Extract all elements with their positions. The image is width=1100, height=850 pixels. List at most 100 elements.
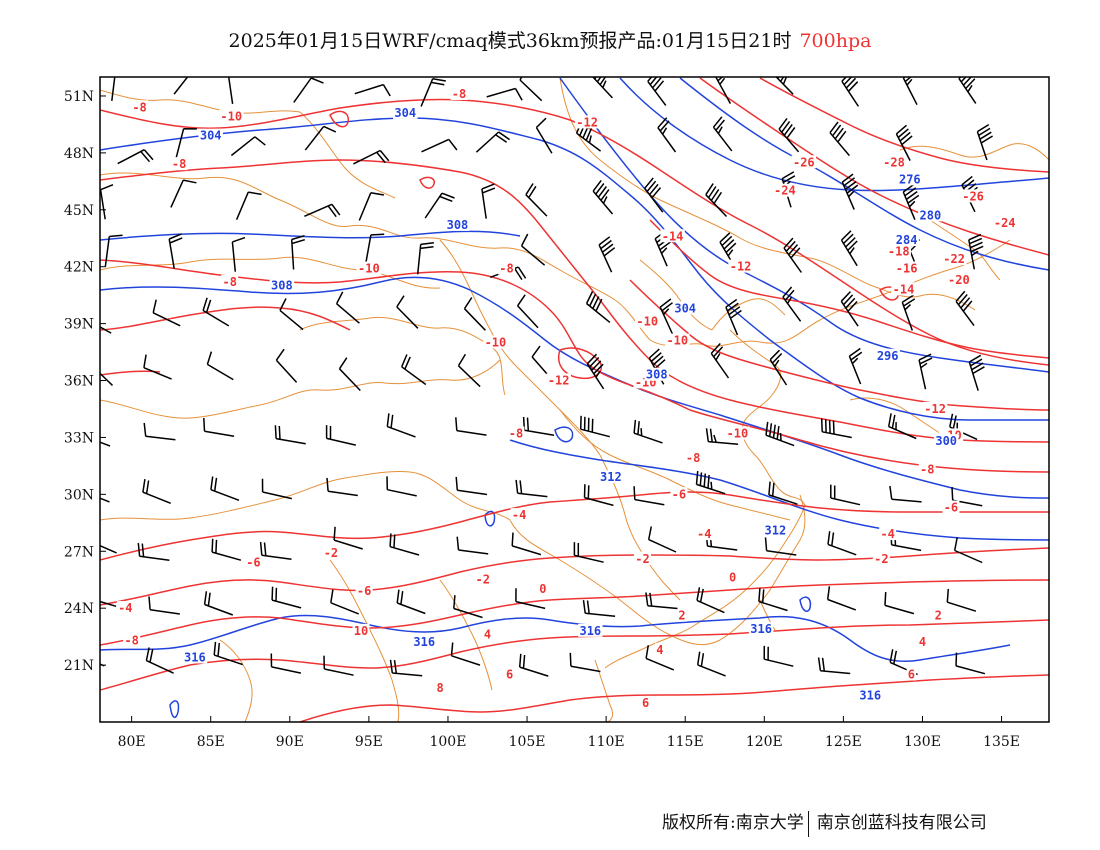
label-backing (450, 86, 468, 100)
label-backing (933, 434, 959, 448)
temperature-label: -10 (727, 427, 749, 441)
wind-barb (100, 184, 114, 220)
temperature-label: -6 (944, 501, 958, 515)
wind-barb (143, 354, 172, 380)
wind-barb (840, 230, 858, 267)
wind-barb (955, 652, 986, 675)
lat-tick-label: 24N (64, 601, 94, 617)
height-label: 316 (859, 688, 881, 702)
label-backing (483, 335, 508, 349)
label-backing (894, 261, 919, 275)
label-backing (116, 601, 134, 615)
height-label: 316 (750, 622, 772, 636)
wind-barb (457, 353, 481, 388)
latitude-axis: 21N 24N 27N 30N 33N 36N 39N 42N 45N 48N 51N (64, 89, 106, 674)
wind-barb (203, 417, 235, 438)
temperature-labels: -8-10-8-8-12-26 -28-24 -26-24-14-18-22-16-… (116, 86, 1017, 710)
height-label: 308 (271, 279, 293, 293)
wind-barb (293, 77, 324, 103)
wind-barb (712, 116, 733, 152)
wind-barb (949, 413, 978, 441)
wind-barb (456, 536, 489, 555)
wind-barb (976, 123, 993, 161)
label-backing (538, 582, 548, 596)
wind-barb (455, 417, 487, 436)
temperature-label: -8 (222, 275, 236, 289)
wind-barb (840, 291, 859, 327)
wind-barb (582, 600, 616, 618)
title-pressure-level: 700hpa (799, 30, 872, 52)
wind-barb (585, 291, 611, 323)
label-backing (504, 667, 515, 681)
wind-barb (535, 117, 553, 154)
height-label: 284 (896, 233, 918, 247)
temperature-label: -28 (883, 155, 905, 169)
height-label: 276 (899, 172, 921, 186)
height-label: 304 (674, 301, 696, 315)
wind-barb (647, 526, 677, 553)
wind-barb (203, 591, 234, 616)
geopotential-height-contours (100, 77, 1049, 719)
wind-barb (644, 177, 664, 213)
map-title: 2025年01月15日WRF/cmaq模式36km预报产品:01月15日21时 7… (0, 26, 1100, 53)
label-backing (411, 635, 437, 649)
lon-tick-label: 80E (118, 734, 146, 750)
wind-barb (783, 237, 803, 273)
wind-barb (579, 415, 610, 438)
wind-barb (386, 413, 416, 438)
label-backing (170, 157, 188, 171)
wind-barb (333, 526, 363, 550)
label-backing (897, 172, 923, 186)
wind-barb (330, 589, 359, 615)
label-backing (244, 555, 262, 569)
label-backing (748, 621, 774, 635)
wind-barb (175, 127, 197, 158)
label-backing (875, 348, 900, 362)
label-backing (725, 426, 750, 440)
label-backing (946, 272, 972, 286)
wind-barb (396, 295, 419, 329)
label-backing (507, 426, 525, 440)
wind-barb (647, 77, 667, 106)
height-labels: 3043042762802843083083042963083003123123… (182, 105, 959, 702)
wind-barb (511, 532, 542, 556)
wind-barb (450, 642, 481, 666)
temperature-label: 0 (539, 582, 546, 596)
lat-tick-label: 48N (64, 146, 94, 162)
wind-barb (775, 77, 794, 95)
wind-barb (710, 342, 730, 379)
temperature-label: -6 (246, 556, 260, 570)
height-label: 304 (394, 106, 416, 120)
label-backing (894, 233, 919, 247)
wind-barb (420, 77, 446, 107)
height-label: 316 (579, 624, 601, 638)
temperature-label: -12 (730, 260, 752, 274)
lat-tick-label: 39N (64, 317, 94, 333)
wind-barb (230, 136, 266, 157)
label-backing (960, 189, 986, 203)
temperature-label: -26 (962, 189, 984, 203)
wind-barb (100, 600, 117, 608)
wind-barb (335, 291, 360, 324)
lon-tick-label: 120E (746, 734, 783, 750)
temperature-label: -10 (220, 110, 242, 124)
temperature-label: 4 (484, 628, 491, 642)
temperature-label: -8 (172, 157, 186, 171)
lon-tick-label: 95E (355, 734, 383, 750)
wind-barb (901, 294, 916, 331)
wind-barb (424, 192, 455, 219)
label-backing (123, 633, 141, 647)
wind-barb (953, 537, 983, 564)
temperature-label: -10 (485, 335, 507, 349)
label-backing (474, 572, 492, 586)
label-backing (598, 470, 624, 484)
label-backing (872, 551, 890, 565)
temperature-label: 6 (642, 696, 649, 710)
wind-barb (145, 647, 174, 674)
height-label: 304 (200, 129, 222, 143)
wind-barb (475, 131, 511, 153)
plot-frame (99, 76, 1050, 723)
wind-barb (955, 290, 975, 327)
wind-barb (326, 477, 358, 497)
lat-tick-label: 27N (64, 544, 94, 560)
